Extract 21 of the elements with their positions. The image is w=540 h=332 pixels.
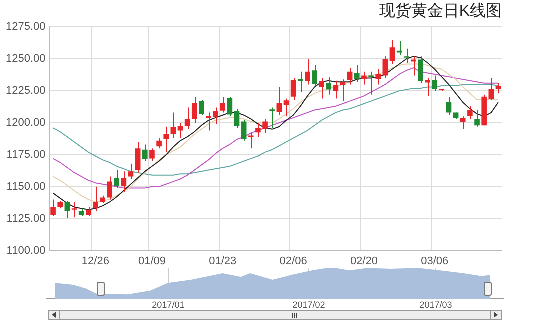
y-tick-label: 1150.00 — [6, 180, 46, 193]
y-tick-label: 1275.00 — [6, 21, 46, 34]
x-tick-label: 01/23 — [209, 255, 237, 268]
x-tick-label: 2017/03 — [420, 300, 452, 310]
x-tick-label: 02/06 — [280, 255, 308, 268]
x-tick-label: 01/09 — [138, 255, 166, 268]
y-tick-label: 1125.00 — [6, 212, 46, 225]
chart-title: 现货黄金日K线图 — [379, 2, 502, 20]
y-tick-label: 1175.00 — [6, 149, 46, 162]
x-tick-label: 2017/01 — [152, 300, 185, 310]
y-tick-label: 1100.00 — [6, 244, 46, 257]
candlestick — [425, 78, 430, 97]
y-tick-label: 1225.00 — [6, 85, 46, 98]
x-tick-label: 03/06 — [421, 255, 449, 268]
candlestick — [58, 200, 64, 210]
x-tick-label: 2017/02 — [292, 300, 326, 310]
y-tick-label: 1250.00 — [6, 53, 46, 66]
x-tick-label: 02/20 — [350, 255, 378, 268]
candlestick — [404, 48, 410, 64]
y-tick-label: 1200.00 — [6, 117, 46, 130]
x-tick-label: 12/26 — [82, 255, 110, 268]
